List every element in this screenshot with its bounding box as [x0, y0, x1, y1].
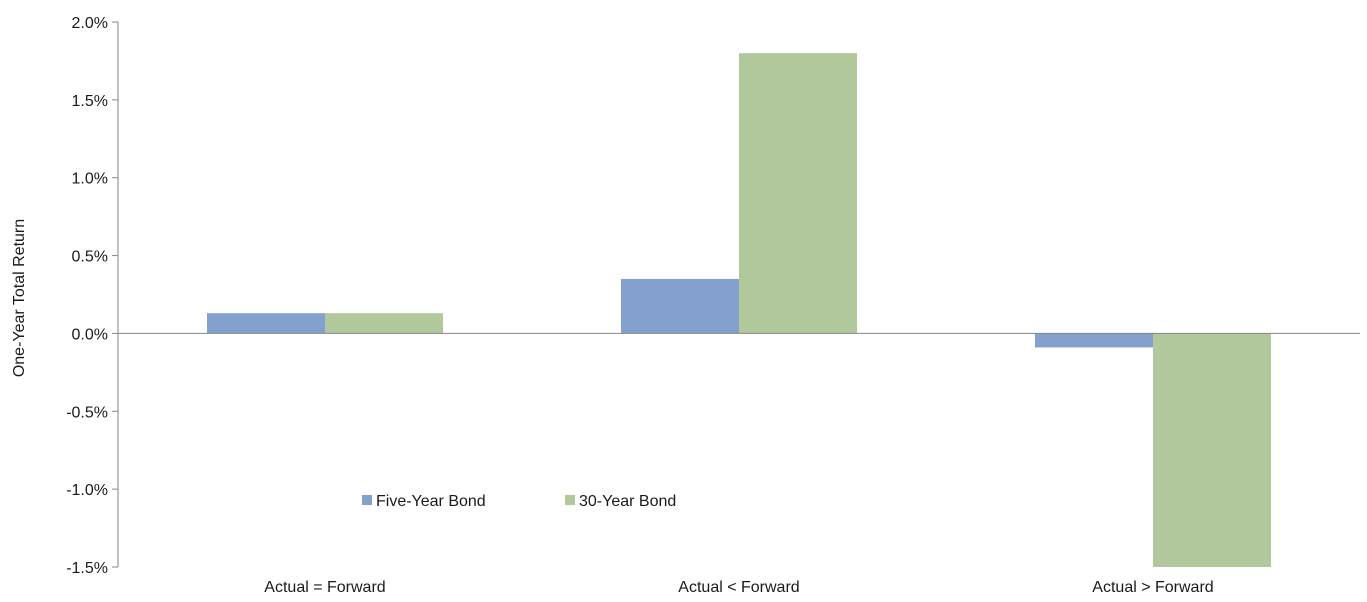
bar-thirty-year-2	[739, 53, 857, 334]
y-tick-label: 1.0%	[72, 171, 108, 188]
bar-five-year-1	[207, 313, 325, 334]
y-tick-label: -1.5%	[66, 560, 108, 577]
bar-five-year-3	[1035, 333, 1153, 348]
y-tick-label: 0.0%	[72, 326, 108, 343]
x-tick-label: Actual < Forward	[678, 579, 799, 596]
legend-label: Five-Year Bond	[376, 493, 486, 510]
bars	[207, 53, 1271, 567]
x-axis	[117, 22, 1360, 567]
y-axis-title: One-Year Total Return	[11, 219, 28, 377]
y-tick-label: -0.5%	[66, 404, 108, 421]
legend-swatch	[565, 495, 575, 505]
x-tick-label: Actual > Forward	[1092, 579, 1213, 596]
bar-thirty-year-1	[325, 313, 443, 334]
y-tick-label: 2.0%	[72, 15, 108, 32]
x-tick-label: Actual = Forward	[264, 579, 385, 596]
y-tick-label: 1.5%	[72, 93, 108, 110]
bar-five-year-2	[621, 278, 739, 334]
y-tick-label: 0.5%	[72, 249, 108, 266]
bar-thirty-year-3	[1153, 333, 1271, 567]
legend: Five-Year Bond 30-Year Bond	[362, 493, 676, 510]
y-axis-ticks: 2.0% 1.5% 1.0% 0.5% 0.0% -0.5% -1.0% -1.5%	[66, 15, 118, 577]
y-tick-label: -1.0%	[66, 482, 108, 499]
x-axis-tick-labels: Actual = Forward Actual < Forward Actual >…	[264, 579, 1213, 596]
legend-label: 30-Year Bond	[579, 493, 676, 510]
legend-swatch	[362, 495, 372, 505]
